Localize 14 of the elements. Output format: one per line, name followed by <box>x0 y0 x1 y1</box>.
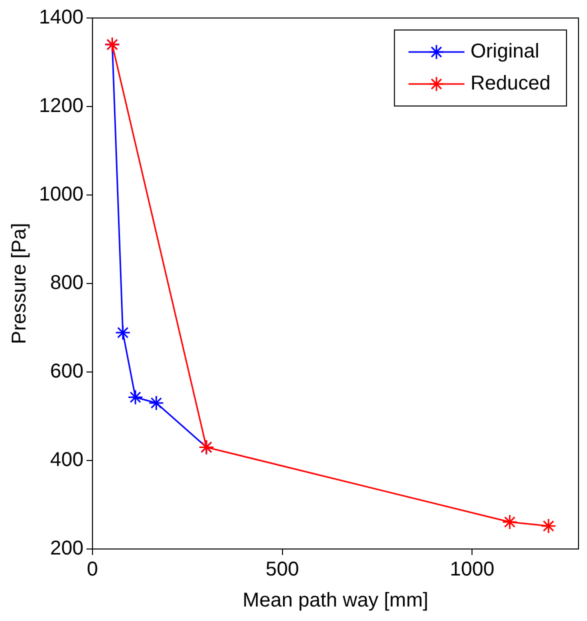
x-tick-label: 1000 <box>450 558 494 581</box>
y-axis-title: Pressure [Pa] <box>8 222 31 344</box>
x-tick-label: 500 <box>266 558 300 581</box>
y-tick-label: 600 <box>50 360 84 383</box>
x-axis-title: Mean path way [mm] <box>242 590 428 612</box>
legend-label: Original <box>470 40 540 63</box>
x-tick-label: 0 <box>86 558 98 581</box>
y-tick-label: 1400 <box>38 6 84 29</box>
legend-label: Reduced <box>470 72 551 95</box>
y-tick-label: 1200 <box>38 95 84 118</box>
y-tick-label: 400 <box>50 449 84 472</box>
y-tick-label: 800 <box>50 272 84 294</box>
y-tick-label: 200 <box>50 538 84 560</box>
y-tick-label: 1000 <box>38 184 84 206</box>
